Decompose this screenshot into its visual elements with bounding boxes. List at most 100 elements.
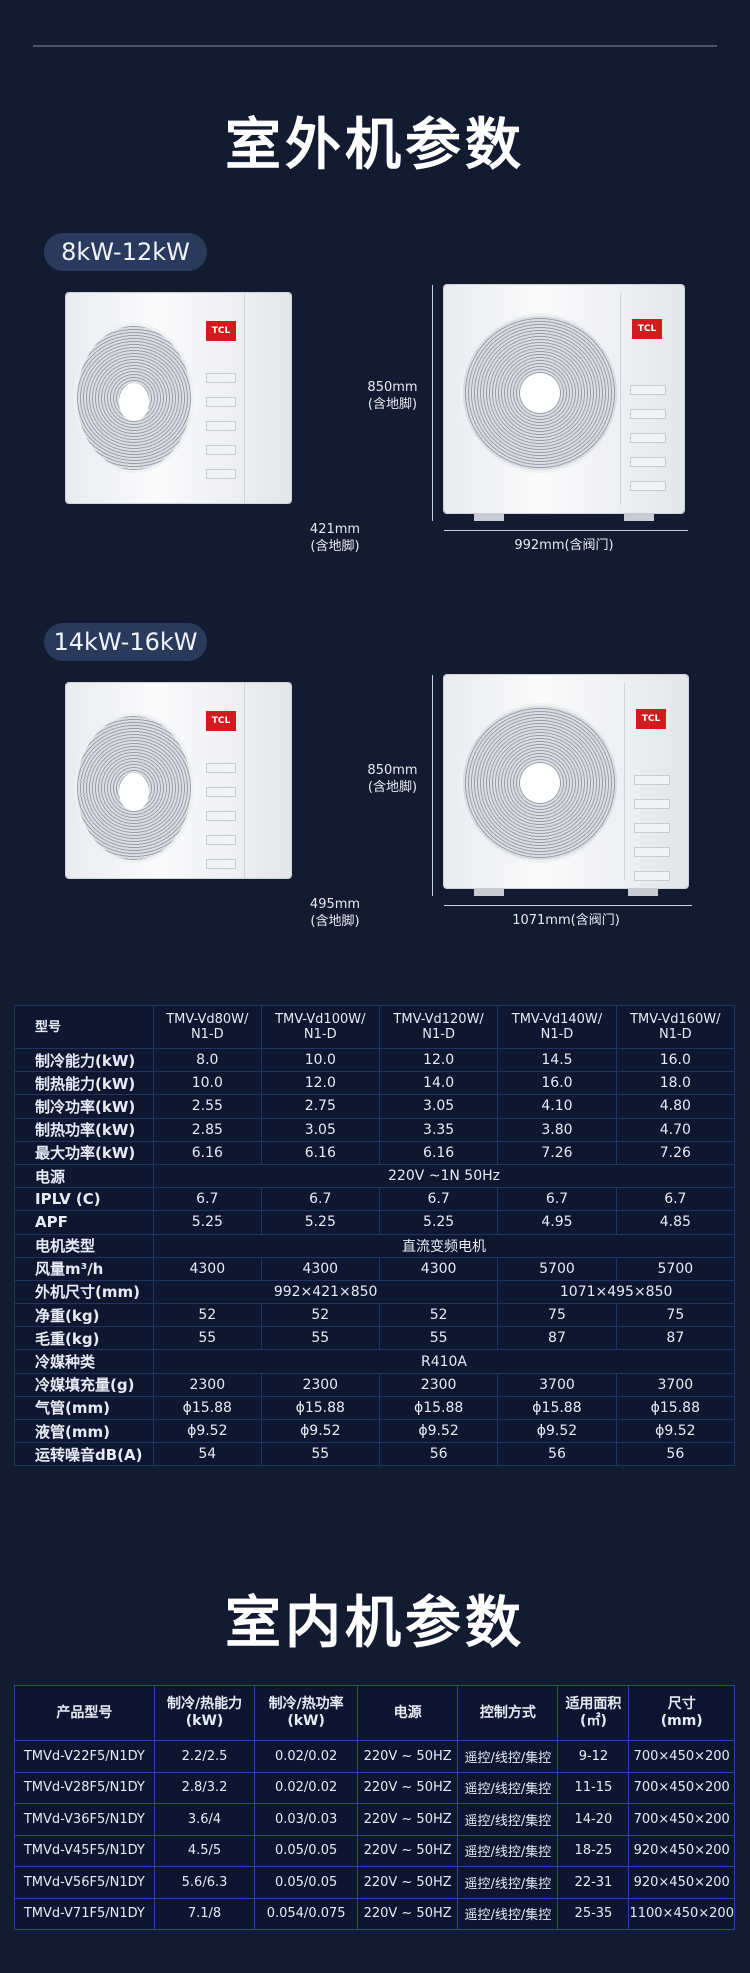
vent-slot: [634, 871, 670, 881]
table-cell: 11-15: [557, 1771, 630, 1804]
vent-slot: [630, 385, 666, 395]
table-cell: 18.0: [615, 1071, 736, 1096]
table-row: 风量m³/h 4300 4300 4300 5700 5700: [14, 1256, 736, 1281]
vent-slot: [634, 847, 670, 857]
column-header: 控制方式: [457, 1685, 559, 1741]
vent-slot: [206, 811, 236, 821]
table-row: IPLV (C) 6.7 6.7 6.7 6.7 6.7: [14, 1187, 736, 1212]
table-cell: 0.054/0.075: [254, 1897, 358, 1930]
column-header: 制冷/热能力 (kW): [153, 1685, 256, 1741]
table-cell: ϕ9.52: [497, 1418, 617, 1444]
indoor-title: 室内机参数: [225, 1591, 525, 1656]
table-cell: 920×450×200: [628, 1834, 735, 1867]
merged-cell: 直流变频电机: [153, 1233, 735, 1258]
table-row: APF 5.25 5.25 5.25 4.95 4.85: [14, 1210, 736, 1235]
table-cell: 遥控/线控/集控: [457, 1740, 559, 1773]
table-cell: 6.16: [153, 1140, 262, 1165]
row-label: 制热能力(kW): [14, 1071, 154, 1096]
table-cell: 14.5: [497, 1047, 617, 1073]
table-cell: 5700: [497, 1256, 617, 1281]
table-cell: 4.85: [615, 1210, 736, 1235]
table-cell: 1100×450×200: [628, 1897, 735, 1930]
header-label: 型号: [14, 1005, 154, 1049]
outdoor-title: 室外机参数: [225, 113, 525, 178]
table-cell: 2300: [260, 1372, 380, 1397]
height-dimension: 850mm (含地脚): [367, 380, 418, 412]
height-dimension-line: [432, 675, 433, 896]
table-cell: 12.0: [260, 1071, 380, 1096]
fan-grille: [74, 323, 194, 473]
table-row: 电机类型 直流变频电机: [14, 1233, 735, 1258]
table-cell: 220V ~ 50HZ: [356, 1897, 459, 1930]
table-cell: 遥控/线控/集控: [457, 1803, 559, 1836]
table-row: 制冷能力(kW) 8.0 10.0 12.0 14.5 16.0: [14, 1047, 736, 1073]
indoor-spec-table: 产品型号 制冷/热能力 (kW) 制冷/热功率 (kW) 电源 控制方式 适用面积 (㎡) 尺寸(…: [14, 1685, 735, 1930]
table-cell: ϕ15.88: [153, 1395, 262, 1421]
vent-slot: [206, 373, 236, 383]
model-header: TMV-Vd160W/N1-D: [615, 1005, 736, 1049]
table-cell: ϕ15.88: [615, 1395, 736, 1421]
tcl-logo: TCL: [206, 711, 236, 731]
table-cell: 遥控/线控/集控: [457, 1834, 559, 1867]
vent-slot: [630, 457, 666, 467]
column-header: 电源: [356, 1685, 459, 1741]
table-cell: 2300: [378, 1372, 499, 1397]
table-cell: 920×450×200: [628, 1866, 735, 1899]
table-cell: ϕ15.88: [497, 1395, 617, 1421]
table-cell: 6.16: [378, 1140, 499, 1165]
outdoor-spec-table: 型号 TMV-Vd80W/N1-D TMV-Vd100W/N1-D TMV-Vd120…: [14, 1005, 736, 1467]
table-cell: 4.80: [615, 1094, 736, 1119]
table-cell: 3.05: [260, 1117, 380, 1142]
table-cell: 6.7: [260, 1187, 380, 1212]
table-cell: 遥控/线控/集控: [457, 1897, 559, 1930]
table-row: 外机尺寸(mm) 992×421×850 1071×495×850: [14, 1279, 735, 1305]
table-cell: 1071×495×850: [497, 1279, 735, 1305]
table-cell: 25-35: [557, 1897, 630, 1930]
table-cell: 6.7: [497, 1187, 617, 1212]
table-cell: 4.70: [615, 1117, 736, 1142]
fan-grille: [74, 713, 194, 863]
table-row: 液管(mm) ϕ9.52 ϕ9.52 ϕ9.52 ϕ9.52 ϕ9.52: [14, 1418, 736, 1444]
tcl-logo: TCL: [632, 319, 662, 339]
table-cell: 55: [260, 1326, 380, 1351]
row-label: 电机类型: [14, 1233, 154, 1258]
table-cell: 75: [497, 1303, 617, 1328]
column-header: 制冷/热功率 (kW): [254, 1685, 358, 1741]
outdoor-unit-front-image: TCL: [444, 675, 688, 896]
row-label: 制冷功率(kW): [14, 1094, 154, 1119]
table-cell: 55: [153, 1326, 262, 1351]
table-row: TMVd-V36F5/N1DY 3.6/4 0.03/0.03 220V ~ 50HZ…: [14, 1803, 735, 1836]
vent-slot: [630, 481, 666, 491]
depth-dimension: 495mm (含地脚): [309, 897, 361, 929]
table-cell: 3.80: [497, 1117, 617, 1142]
table-cell: 4.10: [497, 1094, 617, 1119]
table-cell: 2.8/3.2: [153, 1771, 256, 1804]
row-label: IPLV (C): [14, 1187, 154, 1212]
table-cell: ϕ15.88: [378, 1395, 499, 1421]
table-cell: 220V ~ 50HZ: [356, 1803, 459, 1836]
table-cell: TMVd-V28F5/N1DY: [14, 1771, 155, 1804]
table-cell: 12.0: [378, 1047, 499, 1073]
table-cell: ϕ9.52: [153, 1418, 262, 1444]
row-label: 毛重(kg): [14, 1326, 154, 1351]
table-cell: 0.03/0.03: [254, 1803, 358, 1836]
table-cell: ϕ9.52: [378, 1418, 499, 1444]
vent-slot: [630, 409, 666, 419]
row-label: 液管(mm): [14, 1418, 154, 1444]
row-label: 净重(kg): [14, 1303, 154, 1328]
table-cell: 55: [260, 1442, 380, 1467]
column-header: 尺寸 (mm): [628, 1685, 735, 1741]
row-label: APF: [14, 1210, 154, 1235]
table-cell: 10.0: [153, 1071, 262, 1096]
table-cell: 遥控/线控/集控: [457, 1866, 559, 1899]
table-header-row: 产品型号 制冷/热能力 (kW) 制冷/热功率 (kW) 电源 控制方式 适用面积 (㎡) 尺寸(…: [14, 1685, 735, 1741]
table-cell: 22-31: [557, 1866, 630, 1899]
height-dimension: 850mm (含地脚): [367, 762, 418, 795]
table-cell: 14.0: [378, 1071, 499, 1096]
row-label: 气管(mm): [14, 1395, 154, 1421]
width-dimension: 1071mm(含阀门): [512, 913, 620, 928]
merged-cell: R410A: [153, 1349, 735, 1374]
table-cell: 0.05/0.05: [254, 1834, 358, 1867]
merged-cell: 220V ~1N 50Hz: [153, 1163, 735, 1189]
table-cell: 700×450×200: [628, 1803, 735, 1836]
